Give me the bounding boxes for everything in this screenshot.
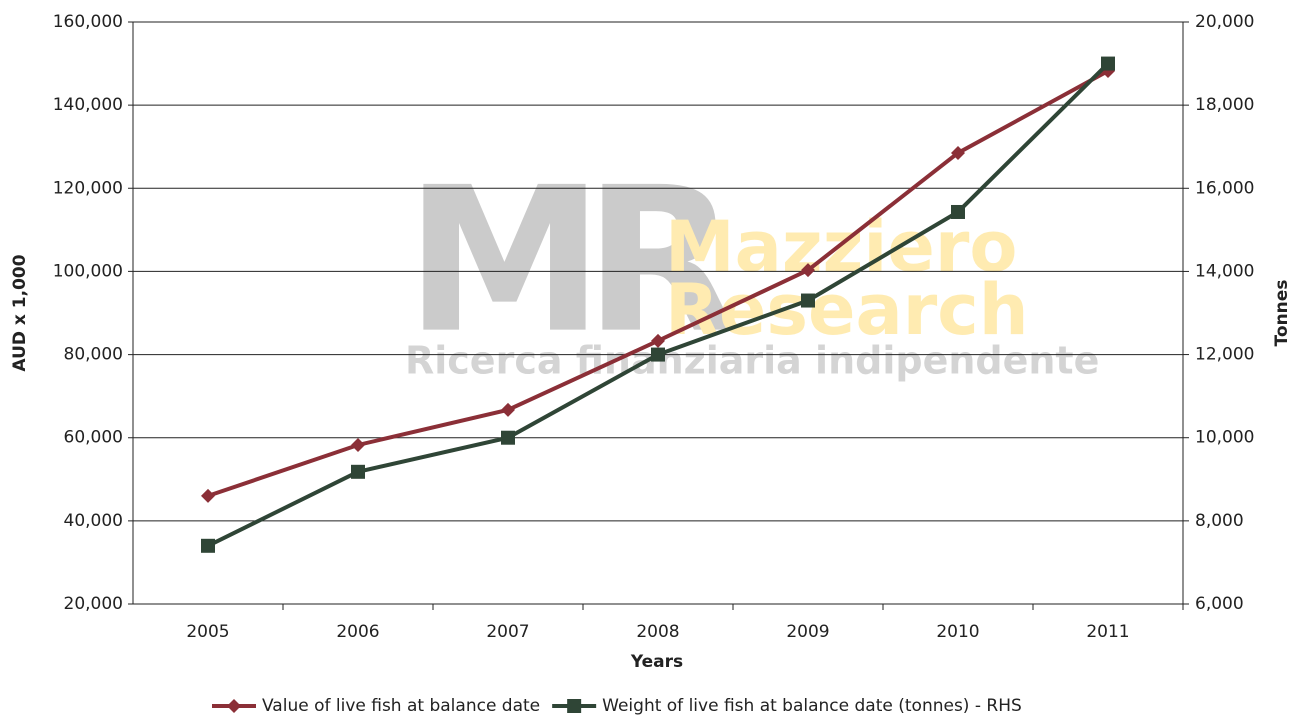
x-tick-label: 2006: [336, 622, 379, 642]
point: [1101, 56, 1115, 71]
y-tick-label: 140,000: [53, 95, 123, 115]
watermark-tagline: Ricerca finanziaria indipendente: [405, 339, 1099, 383]
point: [201, 488, 215, 503]
x-tick-label: 2010: [936, 622, 979, 642]
y2-tick-label: 6,000: [1195, 594, 1244, 614]
y-tick-label: 120,000: [53, 178, 123, 198]
y2-tick-label: 16,000: [1195, 178, 1254, 198]
x-tick-label: 2007: [486, 622, 529, 642]
point: [501, 402, 515, 417]
point: [801, 263, 815, 278]
watermark-name: Mazziero: [665, 206, 1017, 288]
point: [951, 145, 965, 160]
watermark: MR Mazziero Research Ricerca finanziaria…: [405, 145, 1099, 383]
y-tick-label: 60,000: [64, 428, 123, 448]
point: [801, 293, 815, 308]
x-tick-label: 2005: [186, 622, 229, 642]
point: [651, 333, 665, 348]
point: [351, 464, 365, 479]
y2-tick-label: 20,000: [1195, 12, 1254, 32]
legend-label: Value of live fish at balance date: [262, 696, 540, 716]
y2-tick-label: 18,000: [1195, 95, 1254, 115]
legend-label: Weight of live fish at balance date (ton…: [602, 696, 1022, 716]
y-tick-label: 160,000: [53, 12, 123, 32]
y2-axis-title: Tonnes: [1272, 280, 1290, 347]
point: [501, 430, 515, 445]
point: [227, 699, 241, 713]
point: [201, 538, 215, 553]
x-tick-label: 2009: [786, 622, 829, 642]
x-tick-label: 2011: [1086, 622, 1129, 642]
y2-tick-label: 8,000: [1195, 511, 1244, 531]
y-tick-label: 100,000: [53, 261, 123, 281]
point: [567, 699, 582, 713]
x-tick-label: 2008: [636, 622, 679, 642]
y2-tick-label: 10,000: [1195, 428, 1254, 448]
point: [951, 204, 965, 219]
y-axis-title: AUD x 1,000: [10, 254, 30, 371]
point: [651, 347, 665, 362]
y-tick-label: 20,000: [64, 594, 123, 614]
point: [351, 437, 365, 452]
y-tick-label: 40,000: [64, 511, 123, 531]
x-axis-title: Years: [630, 652, 683, 672]
y2-tick-label: 12,000: [1195, 345, 1254, 365]
y-tick-label: 80,000: [64, 345, 123, 365]
y2-tick-label: 14,000: [1195, 261, 1254, 281]
